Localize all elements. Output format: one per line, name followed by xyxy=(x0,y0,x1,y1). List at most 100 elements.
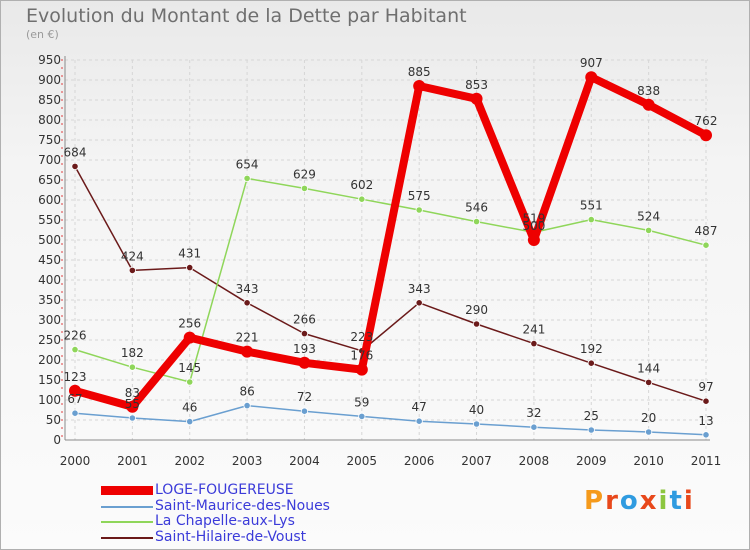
y-tick-label: 700 xyxy=(38,153,61,167)
data-label: 907 xyxy=(580,56,603,70)
legend-swatch xyxy=(101,486,153,495)
data-label: 602 xyxy=(350,178,373,192)
data-label: 182 xyxy=(121,346,144,360)
y-tick-label: 850 xyxy=(38,93,61,107)
data-point xyxy=(71,162,79,170)
data-label: 32 xyxy=(526,406,541,420)
data-label: 221 xyxy=(236,331,259,345)
x-tick-label: 2001 xyxy=(117,454,148,468)
data-label: 123 xyxy=(64,370,87,384)
data-point xyxy=(472,320,481,328)
y-tick-label: 950 xyxy=(38,53,61,67)
y-tick-label: 200 xyxy=(38,353,61,367)
data-point xyxy=(243,401,251,410)
data-point xyxy=(355,363,368,376)
data-label: 144 xyxy=(637,361,660,375)
data-point xyxy=(530,423,538,431)
brand-logo: Proxiti xyxy=(584,486,695,516)
legend-swatch xyxy=(101,505,153,508)
data-point xyxy=(69,384,81,397)
x-tick-label: 2002 xyxy=(174,454,205,468)
y-tick-label: 800 xyxy=(38,113,61,127)
legend-swatch xyxy=(101,536,153,539)
data-point xyxy=(472,420,481,428)
y-tick-label: 400 xyxy=(38,273,61,287)
data-label: 20 xyxy=(641,411,656,425)
chart-title: Evolution du Montant de la Dette par Hab… xyxy=(26,5,467,27)
data-label: 223 xyxy=(350,330,373,344)
data-point xyxy=(527,234,540,246)
data-point xyxy=(183,331,196,344)
y-tick-label: 650 xyxy=(38,173,61,187)
data-point xyxy=(128,363,136,371)
brand-letter: i xyxy=(683,486,695,516)
data-label: 145 xyxy=(178,361,201,375)
legend-label: Saint-Maurice-des-Noues xyxy=(155,497,330,514)
data-label: 343 xyxy=(236,282,259,296)
legend-swatch xyxy=(101,521,153,523)
data-point xyxy=(415,206,423,214)
data-point xyxy=(415,299,423,307)
data-label: 47 xyxy=(412,400,427,414)
data-label: 97 xyxy=(698,380,713,394)
data-label: 176 xyxy=(350,349,373,363)
data-label: 67 xyxy=(67,392,82,406)
data-point xyxy=(358,412,366,420)
data-label: 684 xyxy=(64,145,87,159)
data-label: 55 xyxy=(125,397,140,411)
data-label: 546 xyxy=(465,201,488,215)
data-label: 290 xyxy=(465,303,488,317)
data-label: 431 xyxy=(178,247,201,261)
series-line xyxy=(74,404,707,436)
x-tick-label: 2004 xyxy=(289,454,320,468)
x-tick-label: 2008 xyxy=(519,454,550,468)
data-label: 192 xyxy=(580,342,603,356)
data-label: 72 xyxy=(297,390,312,404)
data-label: 241 xyxy=(522,323,545,337)
data-point xyxy=(300,184,309,192)
y-tick-label: 500 xyxy=(38,233,61,247)
series-line xyxy=(74,165,707,402)
legend-label: Saint-Hilaire-de-Voust xyxy=(155,528,307,545)
brand-letter: P xyxy=(584,486,606,516)
data-label: 25 xyxy=(584,409,599,423)
legend-label: LOGE-FOUGEREUSE xyxy=(155,482,294,498)
series-line xyxy=(74,177,707,383)
x-tick-label: 2011 xyxy=(691,454,722,468)
data-label: 13 xyxy=(698,414,713,428)
y-tick-label: 900 xyxy=(38,73,61,87)
legend-label: La Chapelle-aux-Lys xyxy=(155,513,295,529)
data-point xyxy=(128,414,136,422)
data-point xyxy=(300,407,309,415)
y-tick-label: 750 xyxy=(38,133,61,147)
data-point xyxy=(645,428,653,436)
data-point xyxy=(587,426,595,434)
data-point xyxy=(645,226,653,234)
data-point xyxy=(71,409,79,417)
data-point xyxy=(645,378,653,386)
y-tick-label: 150 xyxy=(38,373,61,387)
data-point xyxy=(358,195,366,203)
data-point xyxy=(71,345,79,354)
y-tick-label: 350 xyxy=(38,293,61,307)
data-point xyxy=(241,345,254,358)
data-point xyxy=(186,417,194,426)
data-label: 266 xyxy=(293,313,316,327)
data-label: 193 xyxy=(293,342,316,356)
data-label: 256 xyxy=(178,317,201,331)
brand-letter: r xyxy=(605,486,620,516)
y-tick-label: 550 xyxy=(38,213,61,227)
data-point xyxy=(530,339,538,348)
x-tick-label: 2005 xyxy=(347,454,378,468)
data-point xyxy=(642,98,655,111)
data-point xyxy=(243,174,251,182)
data-label: 424 xyxy=(121,249,144,263)
x-tick-label: 2003 xyxy=(232,454,263,468)
brand-letter: t xyxy=(669,486,684,516)
data-point xyxy=(128,266,136,274)
data-label: 629 xyxy=(293,167,316,181)
chart-unit: (en €) xyxy=(26,28,59,41)
data-label: 59 xyxy=(354,395,369,409)
data-point xyxy=(702,397,710,405)
data-label: 575 xyxy=(408,189,431,203)
